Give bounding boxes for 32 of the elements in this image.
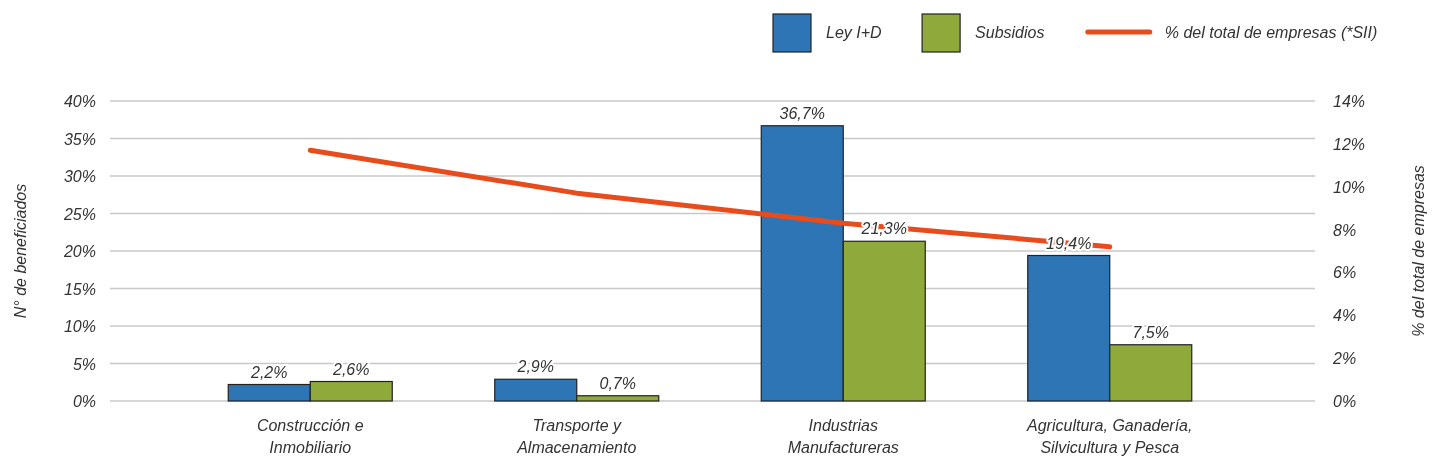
x-tick-label: Construcción e Inmobiliario <box>256 417 364 456</box>
data-label: 2,2% <box>250 363 288 381</box>
x-tick-label: Industrias Manufactureras <box>787 417 899 456</box>
legend-label: Ley I+D <box>826 24 883 41</box>
x-tick-label: Agricultura, Ganadería, Silvicultura y Pesca <box>1026 417 1193 456</box>
data-label: 7,5% <box>1132 323 1169 341</box>
y2-tick-label: 14% <box>1333 93 1366 110</box>
y-tick-label: 10% <box>63 318 96 335</box>
y-tick-label: 0% <box>72 393 96 410</box>
y2-axis-title: % del total de empresas <box>1410 165 1427 337</box>
y2-tick-label: 12% <box>1333 135 1366 153</box>
y2-tick-label: 2% <box>1332 350 1357 368</box>
y-tick-label: 30% <box>63 168 96 185</box>
y-tick-label: 5% <box>72 355 96 373</box>
x-tick-label: Transporte y Almacenamiento <box>516 417 637 456</box>
data-label: 2,6% <box>332 360 370 378</box>
legend-label: Subsidios <box>975 24 1045 41</box>
data-label: 2,9% <box>516 358 554 376</box>
y2-tick-label: 10% <box>1333 178 1366 196</box>
data-label: 36,7% <box>779 104 825 122</box>
y-tick-label: 25% <box>62 205 96 223</box>
y-tick-label: 15% <box>63 280 96 298</box>
y2-tick-label: 8% <box>1333 221 1357 239</box>
y2-tick-label: 4% <box>1333 307 1357 325</box>
y2-tick-label: 6% <box>1333 264 1357 282</box>
y-tick-label: 40% <box>63 93 96 110</box>
y2-tick-label: 0% <box>1333 393 1357 410</box>
legend-label: % del total de empresas (*SII) <box>1164 24 1378 41</box>
data-label: 0,7% <box>599 374 636 392</box>
y-tick-label: 35% <box>63 130 96 148</box>
y-tick-label: 20% <box>62 243 96 260</box>
y-axis-title: N° de beneficiados <box>12 183 29 319</box>
